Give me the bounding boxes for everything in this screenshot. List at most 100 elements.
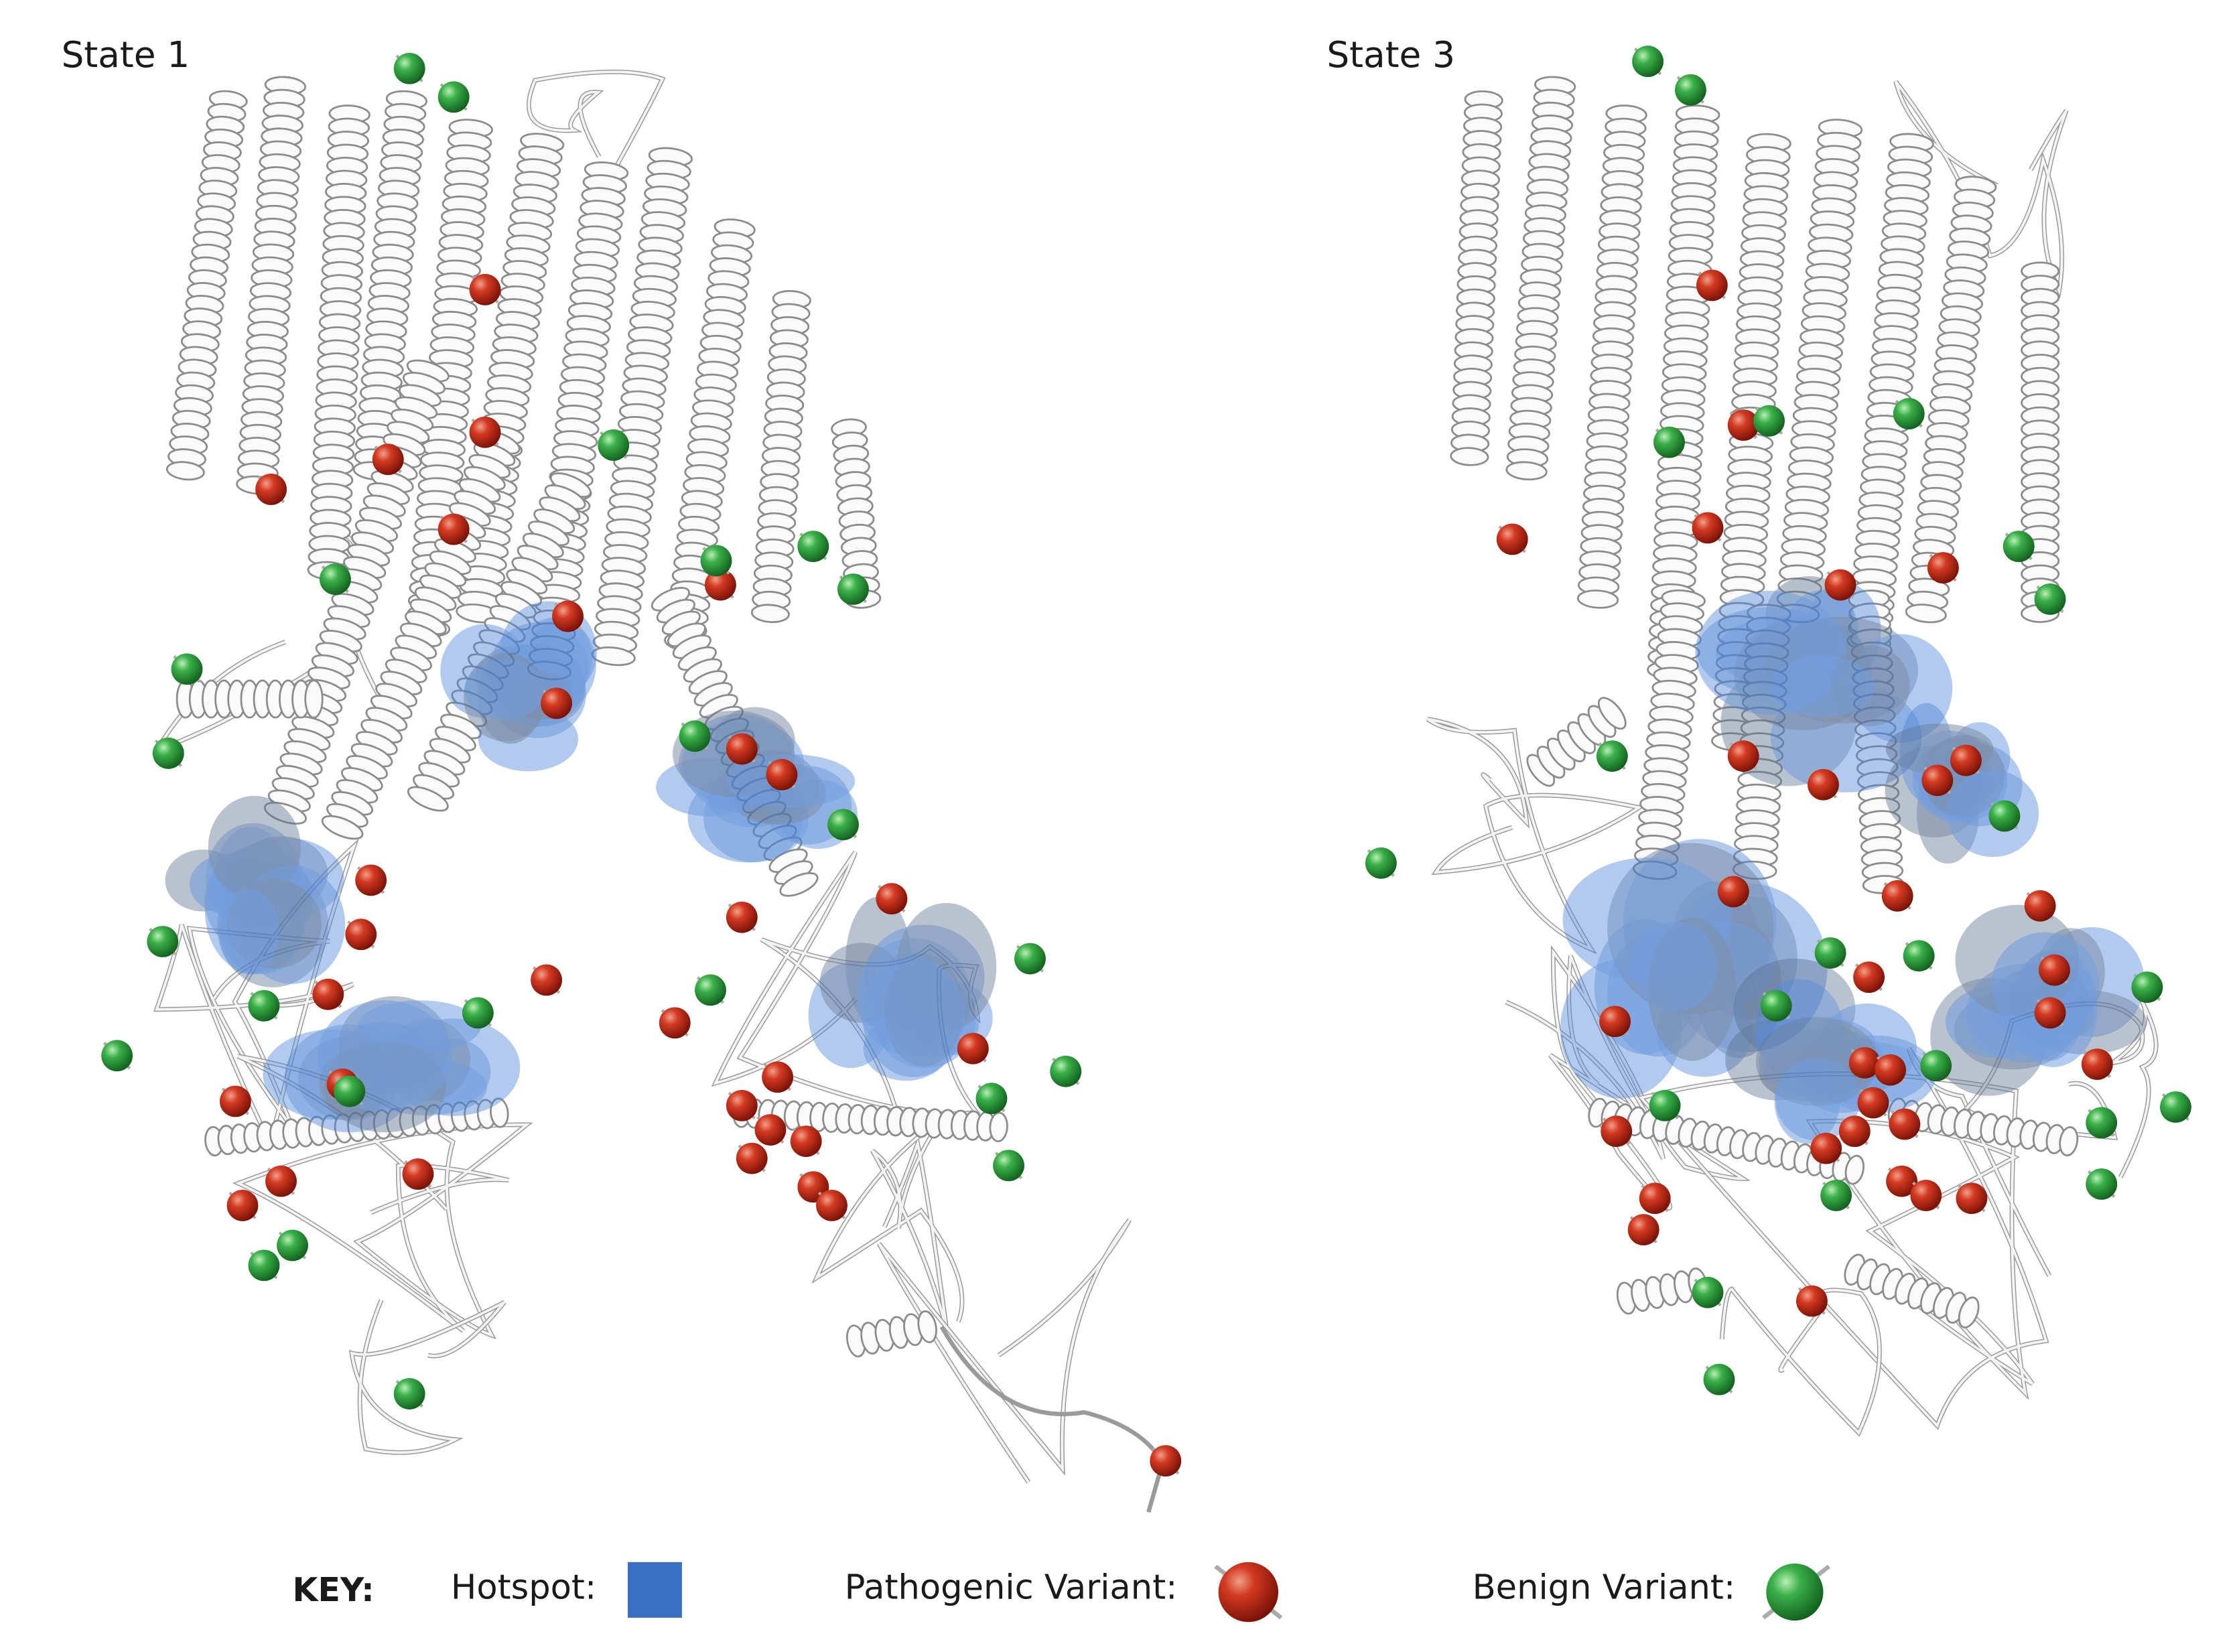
benign-variant bbox=[1703, 1363, 1735, 1395]
benign-variant bbox=[248, 989, 280, 1022]
surface-patch bbox=[887, 951, 947, 1055]
benign-variant bbox=[2034, 583, 2066, 615]
surface-patch bbox=[1966, 963, 2080, 1062]
helix-turn bbox=[989, 1111, 1008, 1142]
benign-variant bbox=[1014, 943, 1046, 975]
surface-patch bbox=[478, 706, 579, 772]
benign-variant bbox=[975, 1083, 1008, 1115]
benign-variant bbox=[827, 809, 859, 841]
benign-variant bbox=[1753, 405, 1785, 437]
pathogenic-variant bbox=[2081, 1048, 2113, 1081]
pathogenic-variant bbox=[1717, 876, 1749, 908]
helix bbox=[1450, 90, 1503, 466]
helix bbox=[307, 105, 370, 581]
benign-variant bbox=[393, 1378, 425, 1409]
helix-turn bbox=[1905, 604, 1947, 624]
surface-patch bbox=[1830, 645, 1910, 727]
surface-patch bbox=[440, 624, 530, 718]
benign-variant bbox=[695, 974, 726, 1006]
pathogenic-variant bbox=[876, 883, 908, 915]
coil bbox=[350, 1299, 506, 1454]
helix bbox=[236, 76, 307, 495]
helix bbox=[165, 90, 248, 481]
surface-patch bbox=[1647, 917, 1737, 1061]
helix-turn bbox=[750, 604, 790, 623]
surface-patch bbox=[1631, 921, 1718, 1012]
helix bbox=[1711, 133, 1791, 752]
helix-turn bbox=[1505, 461, 1548, 481]
benign-variant bbox=[248, 1249, 280, 1282]
pathogenic-variant bbox=[957, 1032, 989, 1064]
benign-variant bbox=[837, 573, 869, 605]
surface-patch bbox=[1725, 1018, 1830, 1101]
benign-variant bbox=[393, 52, 425, 84]
surface-patch bbox=[1755, 1017, 1879, 1106]
helix bbox=[2021, 261, 2060, 623]
pathogenic-swatch bbox=[1218, 1562, 1278, 1623]
benign-variant bbox=[334, 1075, 366, 1107]
surface-patch bbox=[342, 1021, 427, 1082]
pathogenic-variant bbox=[1848, 1047, 1881, 1079]
pathogenic-variant bbox=[1639, 1182, 1671, 1215]
helix bbox=[263, 359, 450, 825]
surface-patch bbox=[896, 902, 997, 1030]
helix bbox=[1576, 105, 1647, 609]
helix bbox=[1775, 119, 1863, 624]
panel-label: State 3 bbox=[1327, 34, 1455, 76]
surface-patch bbox=[819, 943, 904, 1023]
benign-variant bbox=[1814, 937, 1846, 969]
surface-patch bbox=[864, 924, 985, 1030]
benign-swatch bbox=[1766, 1563, 1824, 1621]
pathogenic-variant bbox=[736, 1142, 768, 1174]
benign-variant bbox=[1893, 398, 1925, 430]
surface-patch bbox=[1930, 977, 2048, 1096]
helix bbox=[732, 1097, 1008, 1142]
helix bbox=[321, 429, 521, 840]
key-title: KEY: bbox=[293, 1571, 375, 1609]
pathogenic-variant bbox=[2024, 890, 2056, 922]
hotspot-surface bbox=[165, 795, 346, 987]
surface-patch bbox=[1770, 682, 1922, 793]
pathogenic-variant bbox=[402, 1158, 434, 1190]
surface-patch bbox=[1656, 989, 1753, 1077]
pathogenic-variant bbox=[1889, 1108, 1921, 1140]
pathogenic-variant bbox=[372, 443, 404, 476]
surface-patch bbox=[528, 619, 592, 698]
benign-variant bbox=[1692, 1276, 1724, 1308]
surface-patch bbox=[703, 772, 804, 863]
benign-variant bbox=[1653, 426, 1685, 458]
pathogenic-variant bbox=[1875, 1054, 1906, 1086]
helix-turn bbox=[304, 679, 324, 719]
surface-patch bbox=[204, 846, 314, 955]
pathogenic-variant bbox=[1838, 1115, 1871, 1148]
pathogenic-variant bbox=[1881, 880, 1913, 912]
surface-patch bbox=[217, 864, 329, 987]
surface-patch bbox=[515, 617, 596, 712]
surface-patch bbox=[215, 827, 287, 924]
coil bbox=[1894, 80, 2068, 295]
surface-patch bbox=[204, 845, 307, 975]
benign-variant bbox=[1365, 847, 1397, 879]
benign-variant bbox=[152, 737, 184, 769]
pathogenic-variant bbox=[226, 1190, 259, 1221]
hotspot-surface bbox=[808, 896, 997, 1081]
surface-patch bbox=[1922, 735, 2005, 817]
surface-patch bbox=[206, 823, 301, 932]
pathogenic-variant bbox=[437, 513, 470, 545]
helix bbox=[1732, 604, 1791, 880]
surface-patch bbox=[208, 795, 301, 900]
pathogenic-variant bbox=[469, 416, 501, 448]
surface-patch bbox=[862, 957, 965, 1077]
hotspot-surface bbox=[440, 601, 597, 772]
pathogenic-variant bbox=[1692, 512, 1724, 544]
surface-patch bbox=[890, 991, 979, 1057]
surface-patch bbox=[1696, 920, 1782, 1058]
coil bbox=[939, 1325, 1165, 1513]
helix bbox=[1848, 590, 1905, 894]
pathogenic-variant bbox=[1810, 1132, 1842, 1164]
benign-variant bbox=[679, 720, 711, 752]
surface-patch bbox=[735, 761, 826, 825]
helix-turn bbox=[1576, 590, 1619, 609]
helix bbox=[750, 289, 811, 623]
